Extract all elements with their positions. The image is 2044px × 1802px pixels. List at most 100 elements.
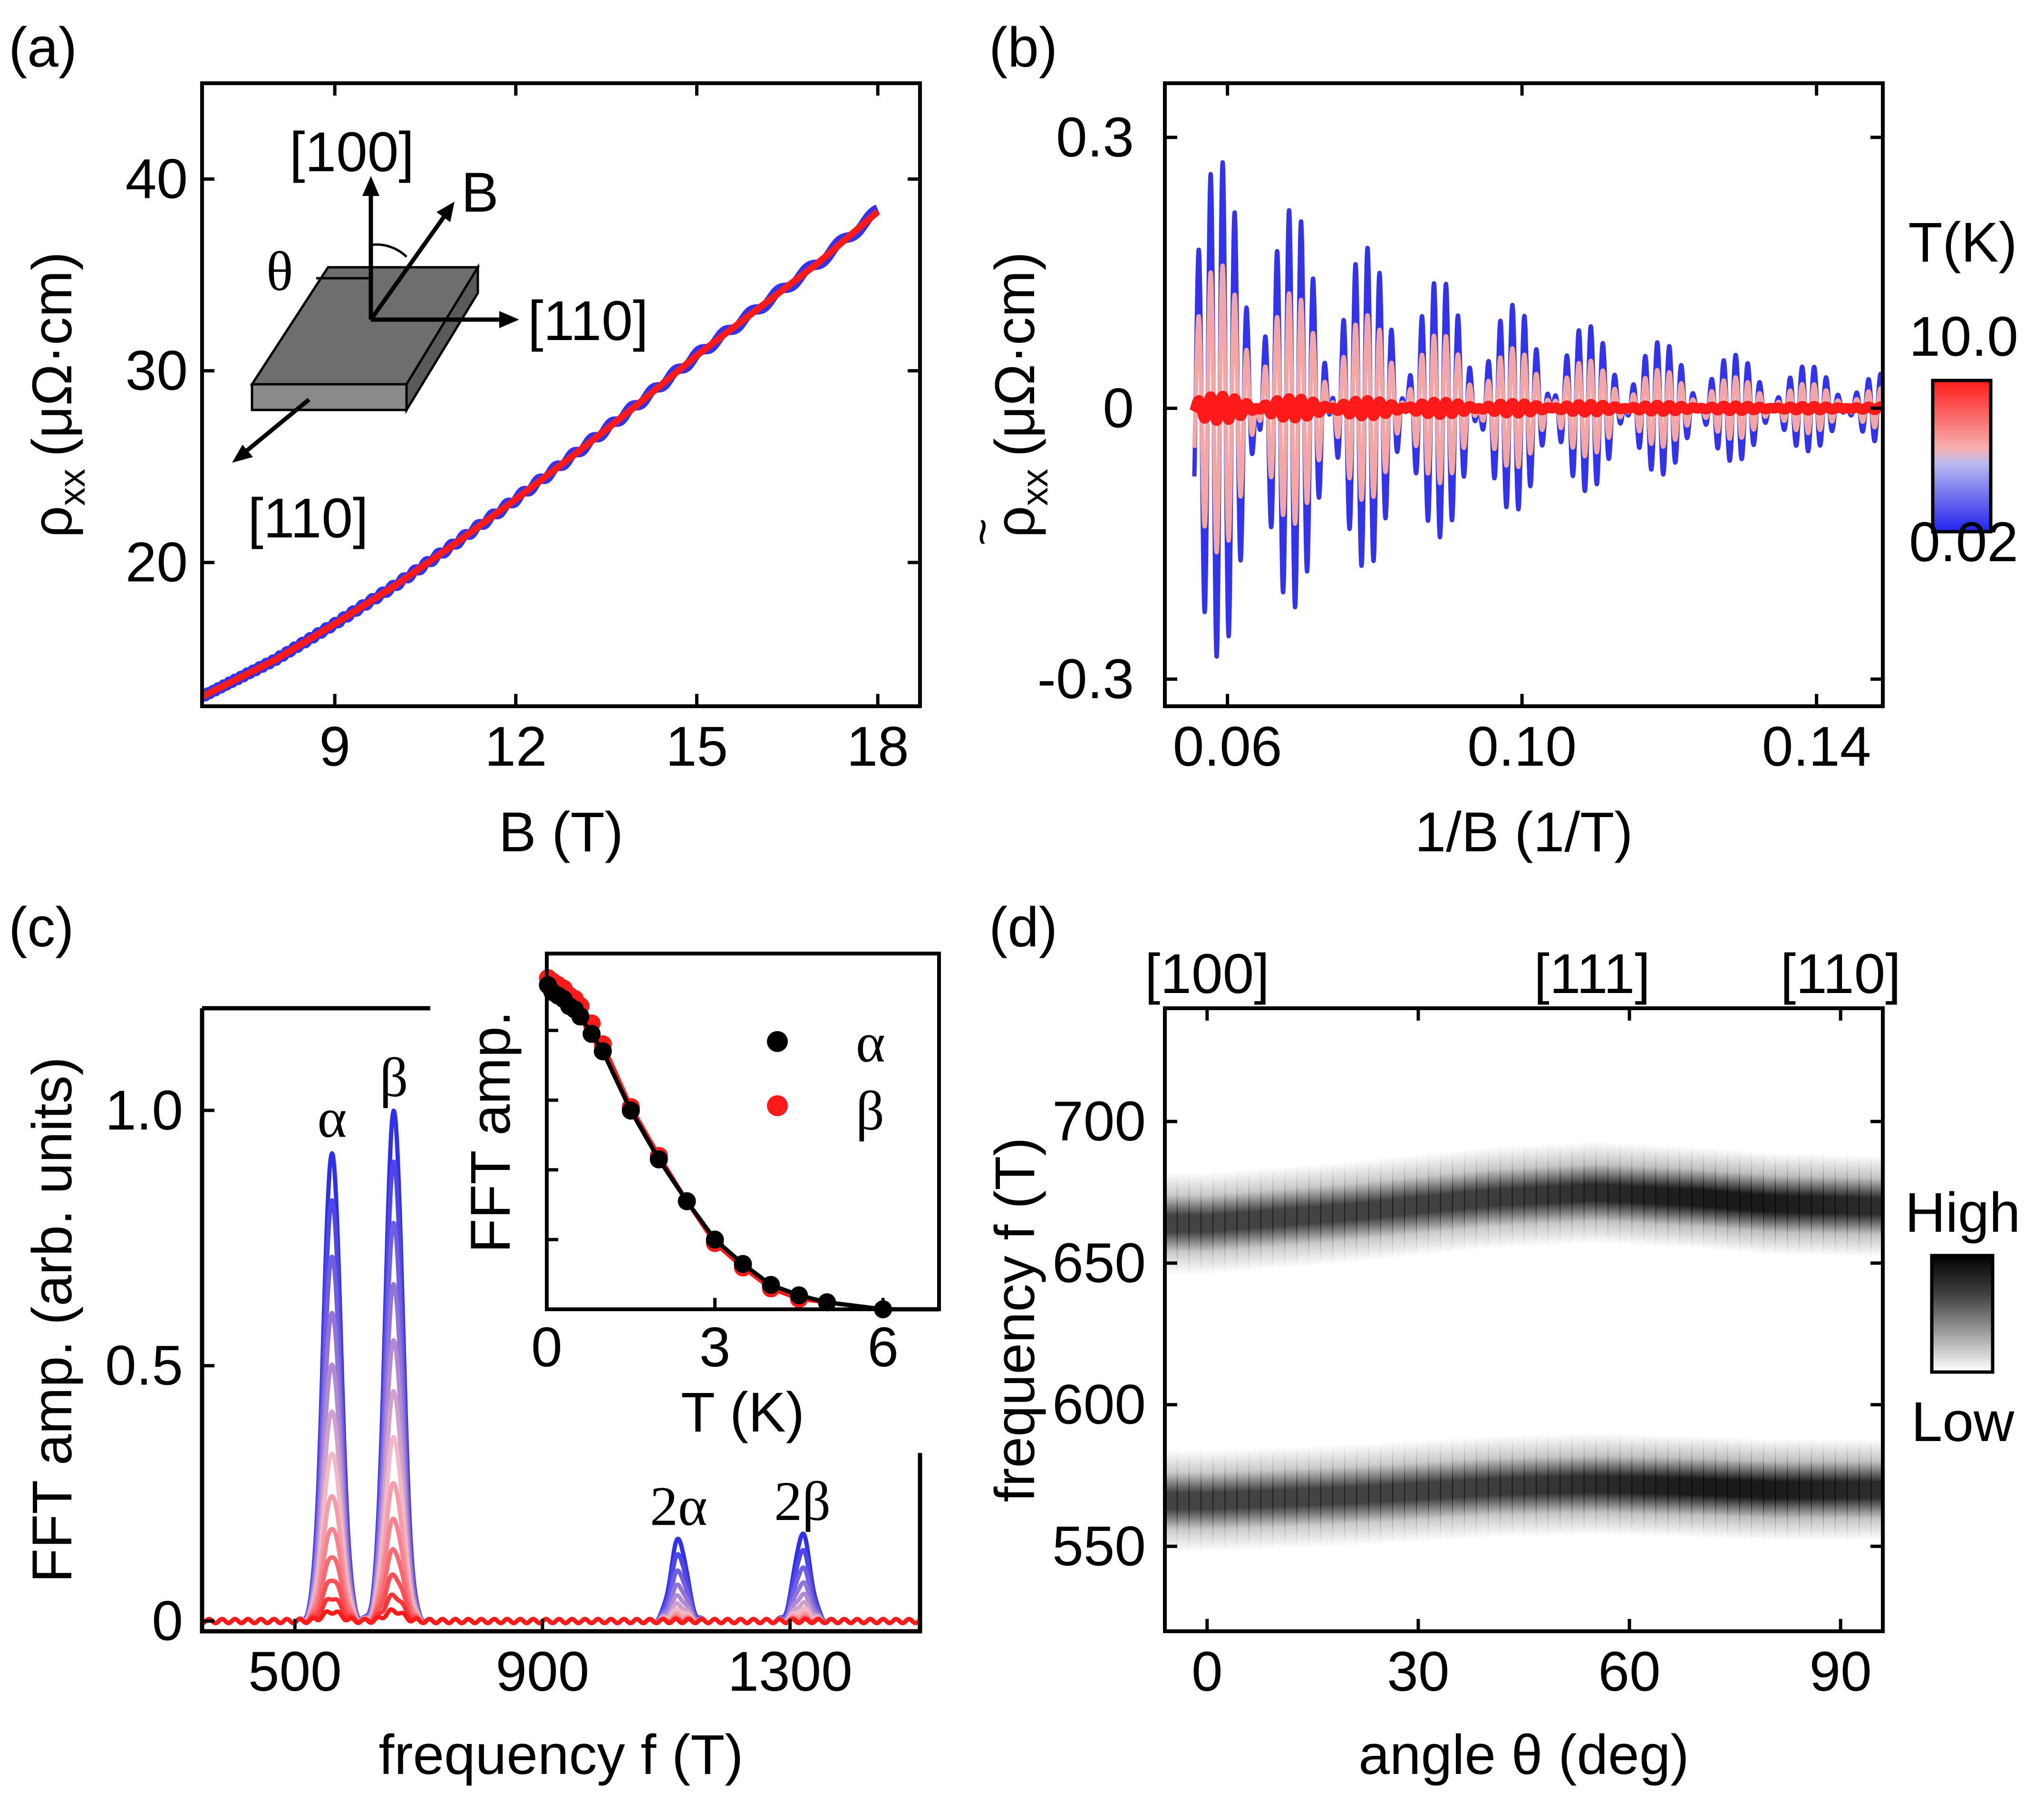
heatmap-band-cell: [1847, 1439, 1860, 1541]
inset-ylabel: FFT amp.: [459, 1011, 522, 1253]
inset-background: [547, 954, 939, 1309]
heatmap-band-cell: [1380, 1157, 1393, 1259]
heatmap-band-cell: [1201, 1450, 1214, 1552]
angle-arc: [370, 243, 407, 258]
panel-c-y-tick-label: 1.0: [105, 1079, 183, 1142]
heatmap-band-cell: [1428, 1152, 1441, 1255]
heatmap-band-cell: [1775, 1439, 1788, 1541]
heatmap-band-cell: [1165, 1450, 1178, 1552]
heatmap-band-cell: [1870, 1155, 1883, 1257]
heatmap-band-cell: [1679, 1435, 1692, 1538]
sample-front-face: [251, 383, 408, 411]
panel-c-frame: [200, 1008, 922, 1634]
heatmap-band-cell: [1452, 1438, 1465, 1540]
heatmap-band-cell: [1859, 1155, 1872, 1257]
panel-c-peak-label: 2α: [650, 1475, 707, 1538]
heatmap-band-cell: [1775, 1153, 1788, 1255]
panel-label-d: (d): [989, 896, 1057, 959]
heatmap-band-cell: [1488, 1147, 1501, 1249]
legend-beta-label: β: [856, 1080, 884, 1142]
panel-a-ylabel-sub: xx: [51, 469, 93, 506]
heatmap-band-cell: [1596, 1433, 1608, 1535]
heatmap-band-cell: [1284, 1166, 1298, 1268]
panel-b-ylabel-sub: xx: [1014, 469, 1056, 506]
heatmap-band-cell: [1799, 1439, 1812, 1541]
svg-text:ρxx(μΩ·cm): ρxx (μΩ·cm): [984, 252, 1056, 538]
inset-frame: [545, 952, 941, 1311]
panel-b-plot-area: [1189, 160, 1883, 659]
heatmap-band-cell: [1308, 1164, 1321, 1266]
heatmap-band-cell: [1416, 1153, 1429, 1256]
heatmap-band-cell: [1548, 1143, 1560, 1246]
panel-b-y-tick-label: 0.3: [1056, 106, 1134, 169]
panel-c-plot-area: [202, 1108, 920, 1626]
panel-b-x-tick-label: 0.06: [1173, 715, 1282, 778]
heatmap-band-cell: [1476, 1148, 1489, 1250]
heatmap-band-cell: [1691, 1147, 1704, 1249]
heatmap-band-cell: [1739, 1150, 1752, 1253]
heatmap-band-cell: [1452, 1150, 1465, 1252]
heatmap-band-cell: [1296, 1446, 1309, 1549]
panel-d-top-label: [110]: [1780, 943, 1901, 1005]
sample-side-face: [405, 263, 479, 414]
heatmap-band-cell: [1799, 1153, 1812, 1256]
heatmap-band-cell: [1715, 1149, 1728, 1251]
inset-label-100: [100]: [290, 121, 414, 184]
heatmap-band-cell: [1679, 1146, 1692, 1248]
inset-data-point: [649, 1150, 668, 1169]
panel-c-x-tick-label: 1300: [727, 1640, 852, 1703]
inset-data-point: [762, 1276, 780, 1294]
heatmap-band-cell: [1464, 1149, 1477, 1251]
heatmap-band-cell: [1356, 1159, 1369, 1262]
heatmap-band-cell: [1392, 1441, 1405, 1543]
arrowhead-up-icon: [362, 176, 379, 196]
heatmap-band-cell: [1237, 1448, 1250, 1551]
heatmap-band-cell: [1249, 1448, 1261, 1550]
heatmap-band-cell: [1272, 1167, 1286, 1269]
panel-b-x-tick-label: 0.10: [1467, 715, 1577, 778]
panel-d-plot-area: [1165, 1141, 1883, 1552]
heatmap-band-cell: [1189, 1172, 1201, 1275]
heatmap-band-cell: [1847, 1155, 1860, 1257]
heatmap-band-cell: [1751, 1151, 1764, 1254]
inset-legend: α β: [767, 1012, 885, 1142]
panel-c-spectrum-line: [202, 1607, 920, 1626]
heatmap-band-cell: [1440, 1151, 1453, 1254]
colorbar-min: 0.02: [1909, 511, 2018, 574]
panel-a-ticks: 9 12 15 18 20 30 40: [126, 83, 920, 778]
heatmap-band-cell: [1703, 1148, 1716, 1250]
heatmap-band-cell: [1212, 1449, 1226, 1552]
inset-data-point: [678, 1192, 696, 1210]
panel-c-peak-label: α: [317, 1087, 347, 1149]
panel-c-y-tick-label: 0.5: [105, 1334, 183, 1397]
heatmap-band-cell: [1308, 1445, 1321, 1548]
heatmap-band-cell: [1344, 1161, 1357, 1263]
inset-x-tick-label: 0: [531, 1316, 562, 1379]
panel-c-y-tick-label: 0: [152, 1590, 183, 1653]
inset-data-point: [818, 1293, 836, 1312]
heatmap-band-cell: [1260, 1168, 1273, 1270]
panel-d-ylabel: frequency f (T): [984, 1137, 1046, 1502]
panel-a-x-tick-label: 15: [666, 715, 728, 778]
heatmap-band-cell: [1608, 1433, 1620, 1536]
heatmap-band-cell: [1488, 1435, 1501, 1538]
inset-label-theta: θ: [266, 240, 293, 302]
heatmap-band-cell: [1320, 1445, 1333, 1548]
panel-d-top-label: [100]: [1145, 943, 1269, 1005]
panel-c-xlabel: frequency f (T): [378, 1724, 743, 1786]
heatmap-band-cell: [1165, 1172, 1178, 1275]
heatmap-band-cell: [1511, 1145, 1525, 1247]
panel-c-peak-labels: αβ 2α 2β: [317, 1046, 831, 1538]
heatmap-band-cell: [1428, 1439, 1441, 1541]
heatmap-band-cell: [1619, 1143, 1632, 1245]
inset-x-tick-label: 6: [867, 1316, 899, 1379]
inset-data-point: [582, 1024, 601, 1043]
heatmap-band-cell: [1224, 1170, 1238, 1273]
panel-a-ylabel: ρxx (μΩ·cm): [21, 252, 93, 538]
heatmap-band-cell: [1859, 1439, 1872, 1541]
panel-a-inset-diagram: [100] B θ [110] [110]: [232, 121, 649, 550]
panel-a-x-tick-label: 9: [319, 715, 350, 778]
colorbar-max: 10.0: [1909, 305, 2018, 368]
panel-b-y-tick-label: 0: [1103, 377, 1134, 439]
panel-c-x-tick-label: 900: [496, 1640, 590, 1703]
